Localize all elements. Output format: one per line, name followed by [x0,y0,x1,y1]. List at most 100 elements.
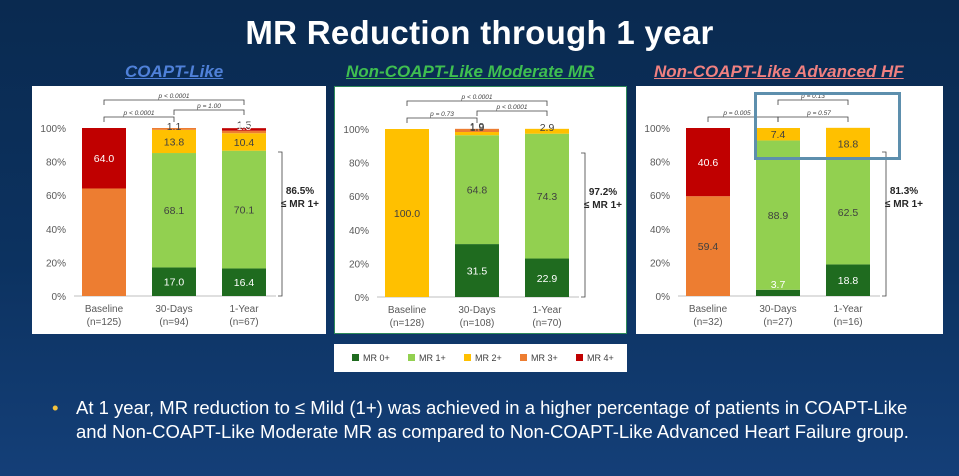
summary-percent: 97.2% [589,187,617,198]
bullet-point: • At 1 year, MR reduction to ≤ Mild (1+)… [52,396,932,444]
y-tick-label: 60% [349,192,369,203]
x-tick-label: Baseline [388,305,427,316]
x-tick-n-label: (n=128) [390,318,425,329]
p-value-label: p < 0.0001 [158,93,190,100]
x-tick-label: 1-Year [229,304,259,315]
chart-svg: 0% 20% 40% 60% 80% 100% Baseline (n=125) 30-Days… [40,93,319,328]
significance-bracket [103,116,175,122]
bar-segment-mr-1 [525,133,569,259]
bar-segment-mr-3 [82,188,126,296]
legend-swatch-mr-2 [464,354,471,361]
bar-segment-mr-2 [525,128,569,134]
chart-legend: MR 0+ MR 1+ MR 2+ MR 3+ MR 4+ [334,344,627,372]
legend-label: MR 0+ [363,353,390,363]
legend-label: MR 3+ [531,353,558,363]
bar-segment-mr-1 [756,140,800,290]
data-label: 10.4 [234,137,255,149]
bar-segment-mr-1 [826,159,870,265]
x-tick-label: 1-Year [833,304,863,315]
y-tick-label: 20% [650,258,670,269]
significance-bracket [777,116,849,122]
data-label: 59.4 [698,241,719,253]
legend-label: MR 4+ [587,353,614,363]
bar-segment-mr-0 [152,267,196,296]
data-label: 16.4 [234,277,255,289]
legend-swatch-mr-0 [352,354,359,361]
legend-swatch-mr-1 [408,354,415,361]
data-label: 2.9 [540,122,555,134]
p-value-label: p < 0.0001 [496,104,528,111]
data-label: 31.5 [467,266,488,278]
slide-title: MR Reduction through 1 year [245,14,714,51]
data-label: 74.3 [537,191,558,203]
summary-bracket [278,151,283,297]
y-tick-label: 0% [355,293,370,304]
bar-segment-mr-2 [826,127,870,160]
x-tick-label: Baseline [689,304,728,315]
x-tick-label: 1-Year [532,305,562,316]
data-label: 13.8 [164,136,185,148]
p-value-label: p = 0.005 [722,110,751,117]
bar-segment-mr-0 [525,258,569,297]
p-value-label: p = 0.73 [429,111,454,118]
bar-segment-mr-4 [686,128,730,197]
legend-label: MR 2+ [475,353,502,363]
p-value-label: p = 0.57 [806,110,831,117]
data-label: 17.0 [164,277,185,289]
y-tick-label: 40% [46,225,66,236]
panel-title-non-coapt-advanced: Non-COAPT-Like Advanced HF [654,62,904,81]
p-value-label: p < 0.0001 [461,94,493,101]
data-label: 62.5 [838,207,859,219]
y-tick-label: 80% [46,158,66,169]
data-label: 1.9 [470,122,485,134]
bar-segment-mr-0 [455,244,499,297]
legend-swatch-mr-4 [576,354,583,361]
x-tick-label: Baseline [85,304,124,315]
data-label: 68.1 [164,205,185,217]
chart-svg: 0% 20% 40% 60% 80% 100% Baseline (n=128) 30-Days… [343,94,622,329]
y-tick-label: 0% [52,292,67,303]
data-label: 64.8 [467,185,488,197]
legend-svg: MR 0+ MR 1+ MR 2+ MR 3+ MR 4+ [352,353,614,363]
bar-segment-mr-2 [222,133,266,151]
legend-swatch-mr-3 [520,354,527,361]
significance-bracket [406,117,478,123]
bullet-icon: • [52,397,59,418]
bar-segment-mr-2 [756,128,800,141]
summary-percent: 81.3% [890,186,918,197]
chart-panel-non-coapt-advanced: 0% 20% 40% 60% 80% 100% Baseline (n=32) 30-Days (… [636,86,943,334]
significance-bracket [406,100,548,106]
x-tick-n-label: (n=70) [532,318,561,329]
x-tick-n-label: (n=32) [693,317,722,328]
significance-bracket [476,110,548,116]
significance-bracket [173,109,245,115]
bar-segment-mr-0 [222,268,266,296]
bar-segment-mr-3 [152,128,196,130]
x-tick-n-label: (n=27) [763,317,792,328]
summary-label: ≤ MR 1+ [584,200,622,211]
highlight-box [754,92,901,160]
chart-svg: 0% 20% 40% 60% 80% 100% Baseline (n=32) 30-Days (… [644,93,923,328]
data-label: 1.5 [237,120,252,132]
p-value-label: p = 1.00 [196,103,221,110]
bar-segment-mr-3 [222,130,266,134]
y-tick-label: 60% [650,191,670,202]
chart-panel-non-coapt-moderate: 0% 20% 40% 60% 80% 100% Baseline (n=128) 30-Days… [334,86,627,334]
bar-segment-mr-2 [385,129,429,297]
x-tick-label: 30-Days [759,304,796,315]
summary-bracket [581,152,586,298]
x-tick-n-label: (n=108) [460,318,495,329]
y-tick-label: 60% [46,191,66,202]
data-label: 1.1 [167,121,182,133]
bar-segment-mr-4 [222,128,266,131]
y-tick-label: 0% [656,292,671,303]
y-tick-label: 40% [349,226,369,237]
significance-bracket [103,99,245,105]
panel-title-coapt-like: COAPT-Like [125,62,224,81]
y-tick-label: 100% [40,124,66,135]
data-label: 18.8 [838,139,859,151]
data-label: 18.8 [838,275,859,287]
bar-segment-mr-2 [152,129,196,154]
x-tick-n-label: (n=67) [229,317,258,328]
x-tick-n-label: (n=125) [87,317,122,328]
